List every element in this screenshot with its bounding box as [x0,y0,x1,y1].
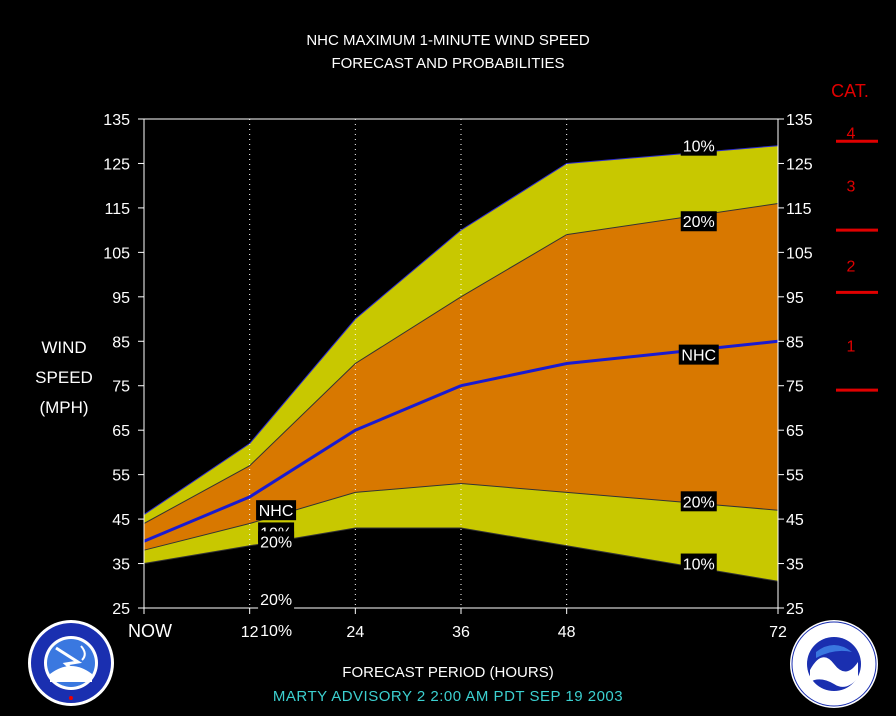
y-axis-label-line3: (MPH) [39,398,89,417]
y-tick-label-right: 135 [786,112,813,129]
y-tick-label-right: 105 [786,245,813,262]
series-label-text: 20% [260,534,292,551]
y-tick-label-left: 55 [112,468,130,485]
nws-logo [28,620,114,706]
y-tick-label-right: 75 [786,379,804,396]
x-tick-label: 24 [346,624,364,641]
series-label-box [680,211,717,232]
series-label-box [256,500,297,521]
category-label-2: 2 [847,259,856,276]
y-tick-label-left: 65 [112,423,130,440]
y-tick-label-right: 115 [786,201,812,218]
y-tick-label-left: 135 [103,112,130,129]
series-label-box [258,589,295,610]
series-label-text: 10% [683,557,715,574]
noaa-logo [790,620,878,708]
x-tick-label: NOW [128,621,172,641]
y-tick-label-left: 25 [112,601,130,618]
series-label-box [680,491,717,512]
series-line-20pct-3 [143,482,779,551]
series-line-20pct-1 [143,203,779,524]
series-label-text: 10% [683,139,715,156]
series-label-box [680,553,717,574]
y-tick-label-left: 95 [112,290,130,307]
chart-title-line2: FORECAST AND PROBABILITIES [331,55,565,72]
y-tick-label-left: 115 [104,201,130,218]
x-tick-label: 12 [241,624,259,641]
y-tick-label-left: 45 [112,512,130,529]
series-label-text: NHC [259,503,294,520]
y-tick-label-right: 95 [786,290,804,307]
series-label-text: 20% [260,592,292,609]
series-line-10pct-4 [143,527,779,582]
y-tick-label-left: 35 [112,557,130,574]
y-tick-label-right: 35 [786,557,804,574]
advisory-footer: MARTY ADVISORY 2 2:00 AM PDT SEP 19 2003 [272,688,624,705]
y-tick-label-right: 25 [786,601,804,618]
category-label-4: 4 [847,125,856,142]
y-tick-label-right: 125 [786,156,813,173]
y-tick-label-right: 65 [786,423,804,440]
y-tick-label-left: 75 [112,379,130,396]
series-line-10pct-0 [143,145,779,516]
series-label-box [678,344,719,365]
y-axis-label-line1: WIND [41,338,87,357]
y-tick-label-left: 105 [103,245,130,262]
y-tick-label-right: 55 [786,468,804,485]
y-tick-label-left: 85 [112,334,130,351]
category-label-1: 1 [847,339,856,356]
x-tick-label: 36 [452,624,470,641]
x-tick-label: 48 [558,624,576,641]
series-label-box [680,135,717,156]
y-tick-label-left: 125 [103,156,130,173]
y-tick-label-right: 45 [786,512,804,529]
category-header: CAT. [831,81,869,101]
chart-title-line1: NHC MAXIMUM 1-MINUTE WIND SPEED [306,32,590,49]
x-axis-label: FORECAST PERIOD (HOURS) [342,664,554,681]
x-tick-label: 72 [769,624,787,641]
series-label-text: NHC [681,348,716,365]
series-label-box [258,531,295,552]
y-axis-label-line2: SPEED [35,368,93,387]
series-label-text: 10% [260,623,292,640]
series-line-nhc [143,339,779,543]
series-label-box [258,620,295,641]
category-label-3: 3 [847,179,856,196]
series-label-text: 20% [683,494,715,511]
y-tick-label-right: 85 [786,334,804,351]
series-label-text: 20% [683,214,715,231]
